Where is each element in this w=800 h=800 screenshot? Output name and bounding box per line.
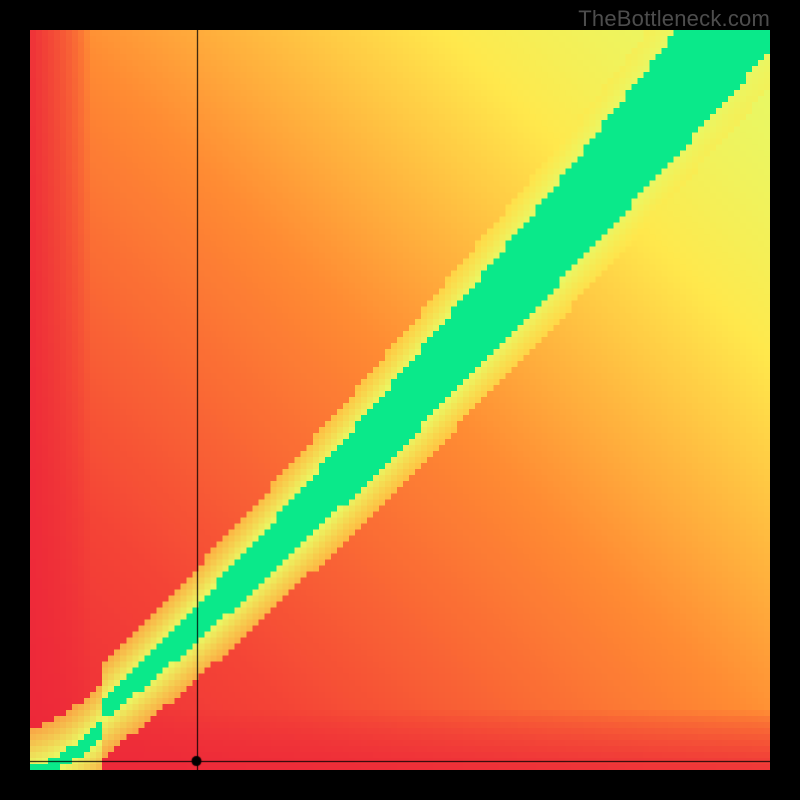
watermark-text: TheBottleneck.com bbox=[578, 6, 770, 32]
bottleneck-heatmap bbox=[30, 30, 770, 770]
crosshair-overlay bbox=[30, 30, 770, 770]
